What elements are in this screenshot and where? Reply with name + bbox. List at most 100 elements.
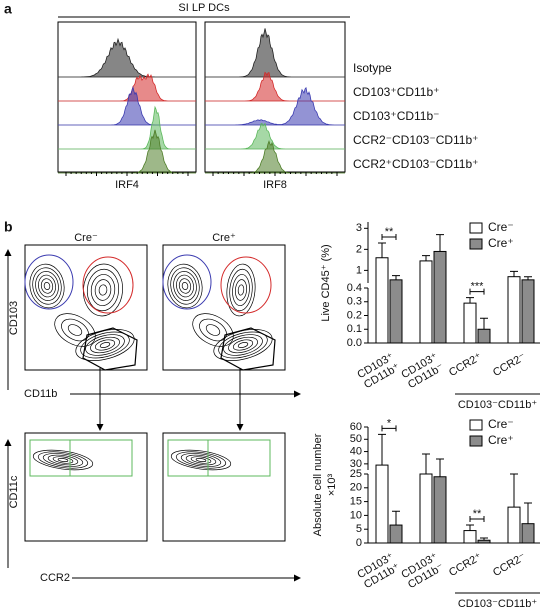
error-bar	[422, 255, 430, 261]
contour	[226, 263, 256, 317]
x-tick-label: CD103⁺CD11b⁻	[399, 551, 446, 592]
bar	[477, 328, 491, 344]
y-axis-label-line: Live CD45⁺ (%)	[320, 244, 332, 321]
flow-plot	[162, 244, 286, 371]
gate	[82, 327, 138, 371]
error-bar	[436, 234, 444, 252]
bar	[463, 302, 477, 344]
bar	[507, 276, 521, 344]
y-tick-label: 0.0	[347, 337, 362, 349]
contour	[38, 274, 56, 298]
y-tick-label: 1	[356, 264, 362, 276]
flow-plot	[24, 244, 148, 371]
contour	[199, 318, 227, 342]
gate	[167, 439, 209, 477]
contour	[57, 458, 69, 462]
flow-axis-label: CD11c	[8, 475, 20, 508]
contour	[223, 334, 263, 356]
contour	[232, 274, 250, 306]
y-tick-label: 5	[356, 523, 362, 535]
contour	[90, 274, 116, 306]
legend-label: CD103⁺CD11b⁻	[353, 109, 439, 123]
contour	[234, 279, 248, 301]
histograms	[58, 28, 345, 176]
y-tick-label: 0.2	[347, 309, 362, 321]
histogram	[58, 37, 196, 78]
legend-swatch	[469, 419, 483, 431]
contour	[47, 454, 79, 466]
error-bar	[378, 433, 386, 466]
y-tick-label: 0.4	[347, 282, 362, 294]
contour	[37, 451, 89, 469]
contour	[190, 456, 212, 464]
legend-swatch	[469, 222, 483, 234]
significance-bracket	[469, 288, 485, 295]
bar	[433, 250, 447, 344]
y-tick-label: 60	[350, 421, 362, 433]
y-tick-label: 10	[350, 509, 362, 521]
bar	[389, 279, 403, 344]
arrows	[4, 249, 301, 582]
contours	[24, 254, 276, 477]
x-tick-label-line: CCR2⁺	[447, 351, 484, 379]
histogram	[205, 71, 345, 102]
legend-label: CCR2⁺CD103⁻CD11b⁺	[353, 157, 479, 171]
contour	[99, 342, 111, 348]
bar	[375, 464, 389, 544]
significance-bracket	[469, 516, 485, 523]
contour	[80, 331, 130, 359]
gate	[29, 439, 71, 477]
hist-frame	[57, 21, 197, 173]
error-bar	[524, 276, 532, 280]
panel-label: b	[4, 219, 13, 235]
significance-label: **	[473, 508, 482, 520]
x-tick-label: CCR2⁺	[447, 351, 484, 379]
gate	[24, 254, 74, 310]
bar	[375, 257, 389, 344]
contour	[61, 318, 89, 342]
y-tick-label: 3	[356, 222, 362, 234]
legend-label: Cre⁺	[488, 236, 514, 250]
contour	[98, 284, 108, 296]
bar	[477, 539, 491, 544]
contour	[176, 274, 194, 298]
histogram	[205, 122, 345, 150]
error-bar	[480, 317, 488, 330]
x-tick-label-line: CCR2⁺	[447, 551, 484, 579]
y-axis-label: Live CD45⁺ (%)	[320, 244, 332, 321]
contour	[173, 271, 197, 301]
x-tick-label: CD103⁺CD11b⁻	[399, 351, 446, 392]
bar	[389, 524, 403, 544]
y-tick-label: 2	[356, 243, 362, 255]
bar	[419, 260, 433, 344]
error-bar	[510, 473, 518, 508]
flow-axis-label: CD103	[8, 301, 20, 335]
contour	[232, 339, 254, 351]
contour	[229, 268, 253, 312]
error-bar	[436, 458, 444, 477]
y-tick-label: 50	[350, 433, 362, 445]
contour	[195, 458, 207, 462]
contour	[170, 267, 200, 305]
y-tick-label: 0.3	[347, 296, 362, 308]
bar	[507, 506, 521, 544]
legend-swatch	[469, 238, 483, 250]
x-tick-label-line: CCR2⁻	[491, 351, 528, 379]
gate	[220, 327, 276, 371]
contour	[42, 453, 84, 467]
error-bar	[392, 275, 400, 280]
contour	[178, 278, 192, 294]
contour	[94, 279, 112, 301]
error-bar	[466, 297, 474, 304]
y-tick-label: 0.1	[347, 323, 362, 335]
y-axis-label-line: Absolute cell number	[312, 433, 324, 536]
flow-column-label: Cre⁻	[74, 232, 98, 244]
significance-bracket	[381, 234, 397, 241]
contour	[185, 454, 217, 466]
contour	[181, 282, 189, 290]
legend-label: Cre⁺	[488, 433, 514, 447]
x-tick-label-line: CCR2⁻	[491, 551, 528, 579]
contour	[29, 263, 65, 309]
contour	[175, 451, 227, 469]
